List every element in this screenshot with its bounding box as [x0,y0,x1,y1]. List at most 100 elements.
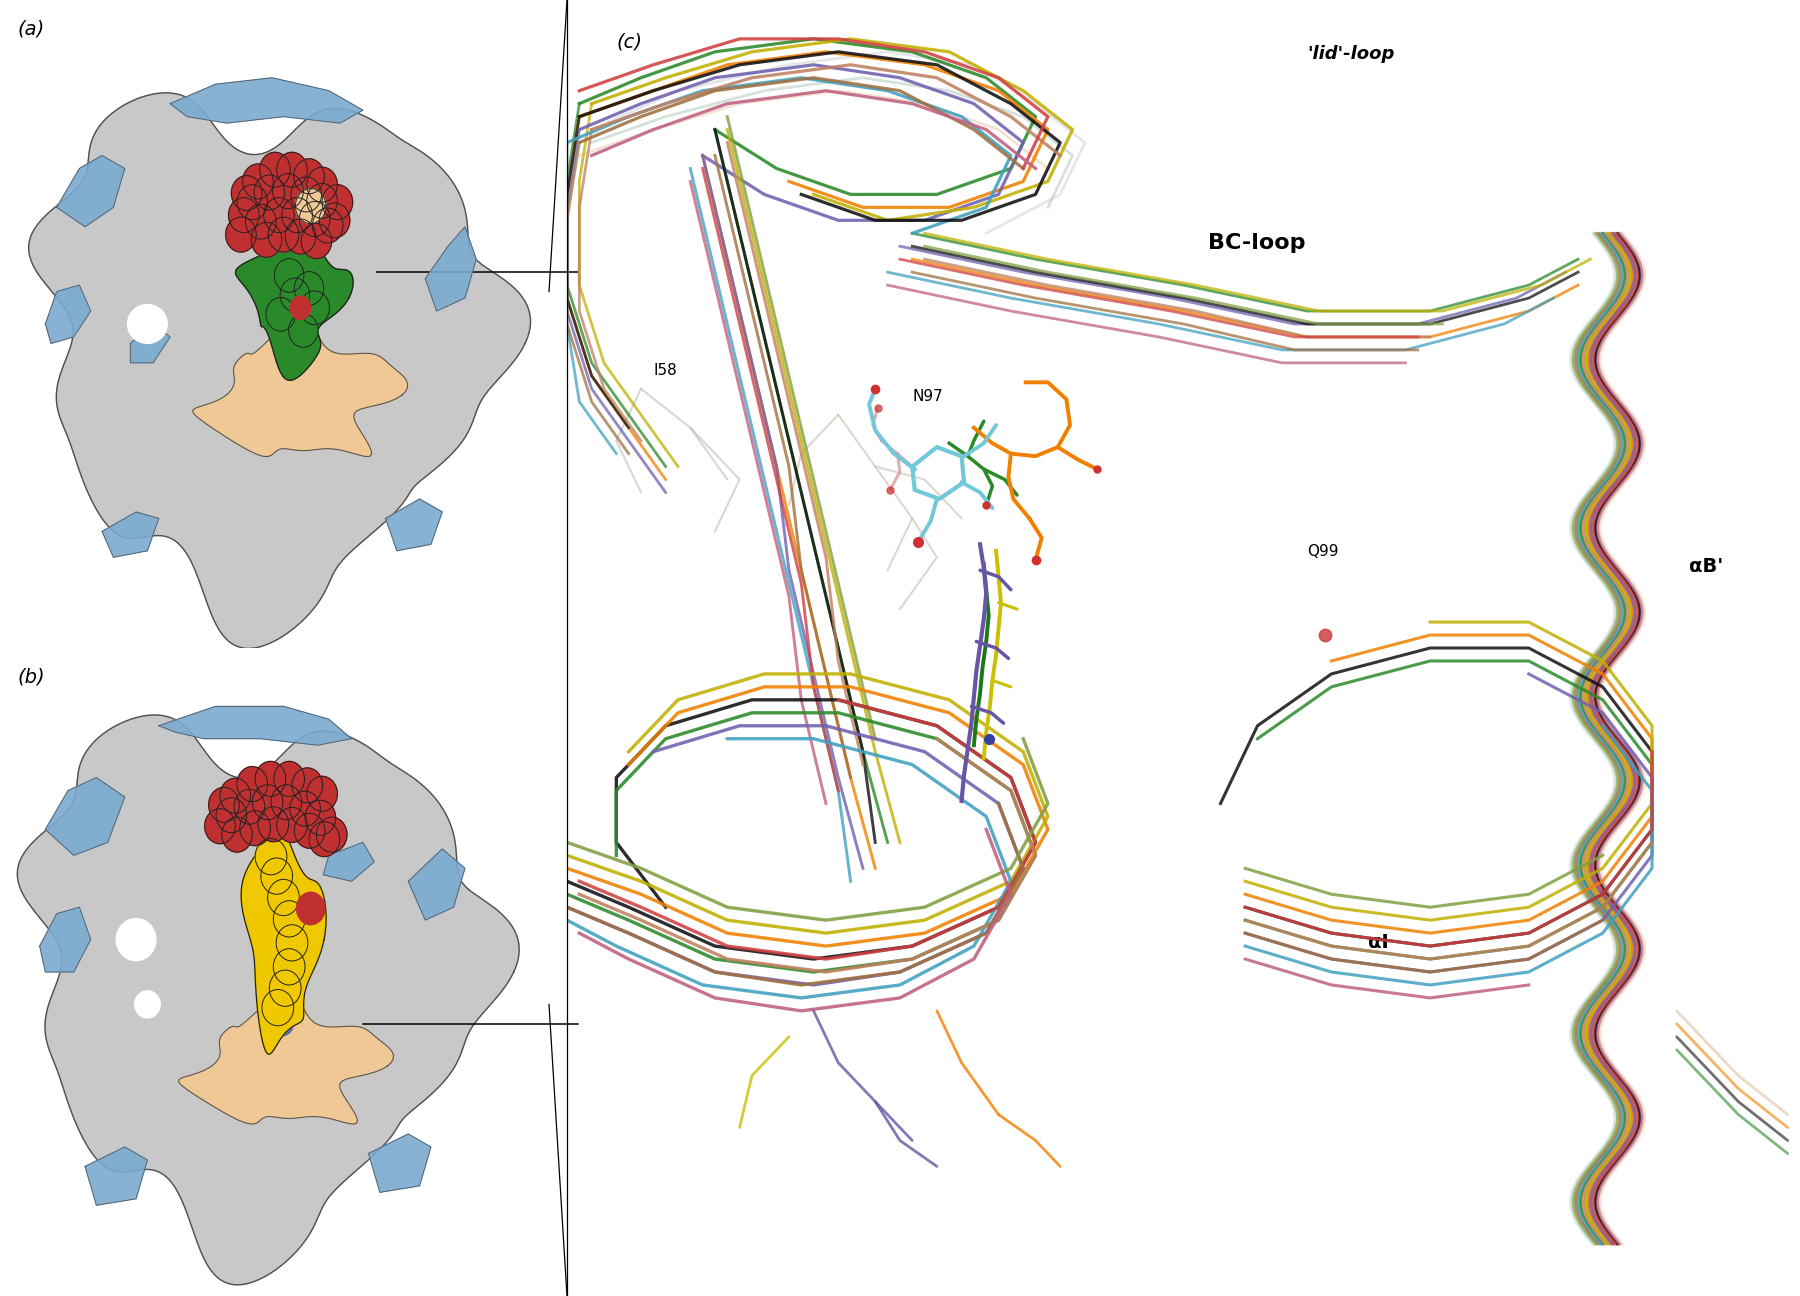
Circle shape [256,839,286,875]
Circle shape [261,858,293,894]
Point [567,1016,589,1032]
Text: BC-loop: BC-loop [1208,233,1305,253]
Polygon shape [369,1134,430,1192]
Circle shape [263,990,293,1026]
Circle shape [274,901,304,937]
Circle shape [301,292,329,324]
Text: (c): (c) [616,32,643,52]
Circle shape [288,314,319,347]
Circle shape [284,219,315,254]
Circle shape [238,184,268,220]
Text: (a): (a) [16,19,45,39]
Ellipse shape [268,1011,293,1037]
Polygon shape [158,706,351,745]
Circle shape [266,297,295,330]
Circle shape [272,785,302,820]
Circle shape [292,767,322,802]
Text: N97: N97 [913,389,943,404]
Circle shape [234,789,265,824]
Polygon shape [385,499,443,551]
Text: 'lid'-loop: 'lid'-loop [1307,45,1395,64]
Circle shape [274,174,304,209]
Circle shape [252,223,283,258]
Circle shape [274,762,304,796]
Circle shape [292,178,322,213]
Circle shape [238,766,268,801]
Circle shape [277,153,308,188]
Circle shape [293,271,324,305]
Point [567,264,589,280]
Ellipse shape [279,341,304,365]
Polygon shape [58,156,124,227]
Circle shape [268,216,299,253]
Circle shape [259,153,290,188]
Circle shape [317,818,347,853]
Circle shape [245,203,275,240]
Polygon shape [409,849,464,920]
Circle shape [229,197,259,233]
Circle shape [225,216,256,253]
Polygon shape [18,715,518,1284]
Polygon shape [193,315,407,456]
Circle shape [274,259,304,293]
Circle shape [254,175,284,210]
Text: αB': αB' [1688,557,1723,577]
Polygon shape [45,778,124,855]
Polygon shape [130,324,169,363]
Circle shape [220,778,250,814]
Polygon shape [425,227,477,311]
Circle shape [274,949,304,985]
Ellipse shape [128,305,167,343]
Circle shape [290,297,311,320]
Circle shape [232,175,263,211]
Circle shape [243,165,274,200]
Ellipse shape [135,990,160,1019]
Circle shape [257,806,288,842]
Circle shape [239,811,270,846]
Polygon shape [45,285,90,343]
Circle shape [252,785,283,820]
Circle shape [275,925,308,962]
Polygon shape [40,907,90,972]
Circle shape [268,880,299,915]
Circle shape [313,207,344,244]
Circle shape [295,188,326,223]
Circle shape [216,798,247,833]
Circle shape [277,807,308,842]
Text: Q99: Q99 [1307,544,1337,560]
Polygon shape [169,78,364,123]
Circle shape [209,787,239,823]
Point [353,1016,374,1032]
Text: αI: αI [1368,933,1390,953]
Polygon shape [29,93,531,648]
Ellipse shape [117,919,157,960]
Circle shape [304,801,335,836]
Circle shape [310,822,340,857]
Polygon shape [236,216,353,380]
Circle shape [256,762,286,796]
Circle shape [281,279,310,311]
Point [365,264,387,280]
Text: I58: I58 [653,363,677,378]
Text: (b): (b) [16,667,45,687]
Circle shape [290,791,320,827]
Polygon shape [241,823,326,1054]
Circle shape [293,159,324,194]
Circle shape [263,197,293,233]
Circle shape [306,776,337,811]
Circle shape [283,197,313,233]
Polygon shape [103,512,158,557]
Circle shape [301,223,331,259]
Circle shape [293,814,324,848]
Circle shape [306,167,337,202]
Circle shape [297,893,324,925]
Polygon shape [324,842,374,881]
Circle shape [205,809,236,844]
Polygon shape [178,990,394,1124]
Polygon shape [85,1147,148,1205]
Circle shape [270,969,301,1006]
Circle shape [306,184,337,219]
Circle shape [221,818,252,853]
Circle shape [319,202,349,238]
Circle shape [322,184,353,220]
